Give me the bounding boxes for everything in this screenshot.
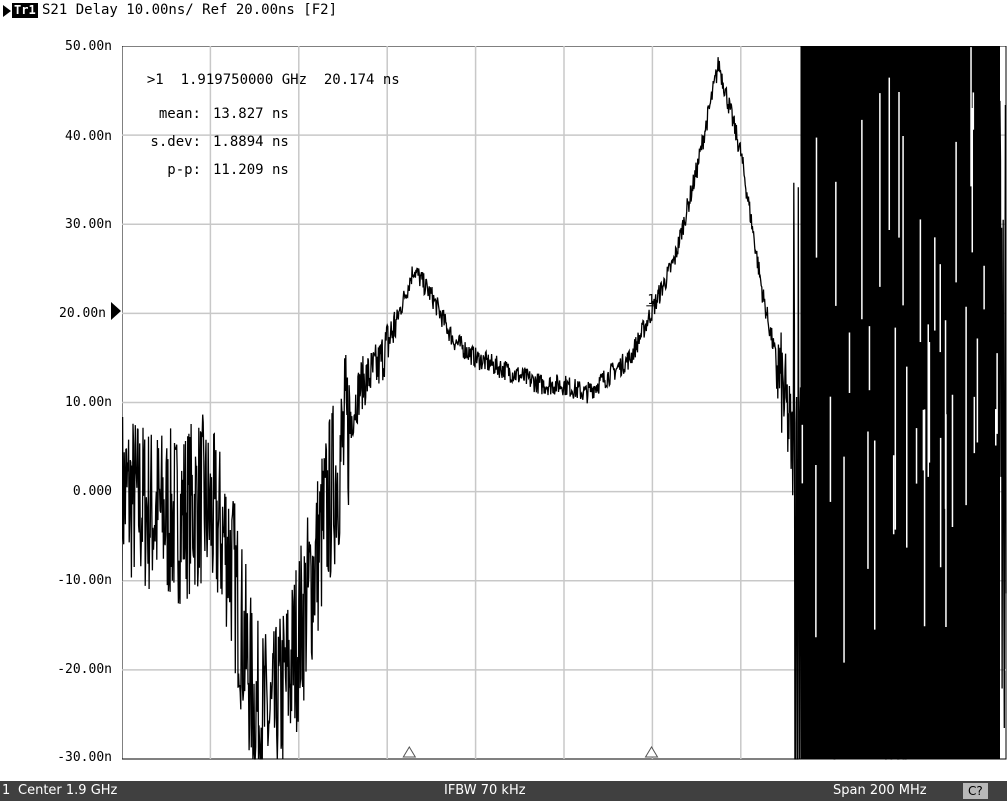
stat-mean-label: mean:: [158, 106, 201, 122]
status-bar: 1 Center 1.9 GHz IFBW 70 kHz Span 200 MH…: [0, 781, 1007, 801]
stimulus-marker-triangle: [402, 746, 417, 758]
marker-frequency: 1.919750000 GHz: [180, 72, 308, 88]
y-tick-label: 30.00n: [65, 217, 112, 232]
stat-sdev-label: s.dev:: [150, 134, 201, 150]
y-tick-label: 10.00n: [65, 395, 112, 410]
trace-badge[interactable]: Tr1: [12, 3, 38, 18]
stat-sdev-value: 1.8894 ns: [213, 134, 289, 150]
stat-pp-value: 11.209 ns: [213, 162, 289, 178]
y-tick-label: -10.00n: [57, 573, 112, 588]
stimulus-markers[interactable]: [402, 746, 664, 760]
marker-1-flag[interactable]: 1: [647, 293, 655, 308]
y-tick-label: -20.00n: [57, 662, 112, 677]
reference-level-arrow-icon[interactable]: [111, 302, 121, 320]
center-frequency[interactable]: Center 1.9 GHz: [18, 783, 118, 798]
channel-number[interactable]: 1: [2, 783, 11, 798]
span-setting[interactable]: Span 200 MHz: [833, 783, 927, 798]
stat-mean-value: 13.827 ns: [213, 106, 289, 122]
trace-header[interactable]: Tr1 S21 Delay 10.00ns/ Ref 20.00ns [F2]: [0, 0, 1007, 22]
y-tick-label: 50.00n: [65, 39, 112, 54]
statistics-panel: mean: 13.827 ns s.dev: 1.8894 ns p-p: 11.20…: [131, 93, 289, 191]
calibration-status[interactable]: C?: [963, 783, 988, 799]
marker-value: 20.174 ns: [323, 72, 400, 88]
stat-pp-label: p-p:: [167, 162, 201, 178]
trace-title[interactable]: S21 Delay 10.00ns/ Ref 20.00ns [F2]: [42, 2, 338, 18]
marker-id: >1: [146, 72, 164, 88]
active-trace-arrow-icon: [3, 5, 11, 17]
y-tick-label: 20.00n: [59, 306, 106, 321]
plot-area[interactable]: 1: [122, 46, 1007, 760]
y-tick-label: 0.000: [72, 484, 112, 499]
y-tick-label: -30.00n: [57, 750, 112, 765]
marker-readout: >1 1.919750000 GHz 20.174 ns: [130, 56, 400, 88]
y-tick-label: 40.00n: [65, 129, 112, 144]
stimulus-marker-triangle: [644, 746, 659, 758]
trace-s21-delay: [122, 46, 1007, 760]
ifbw-setting[interactable]: IFBW 70 kHz: [444, 783, 526, 798]
